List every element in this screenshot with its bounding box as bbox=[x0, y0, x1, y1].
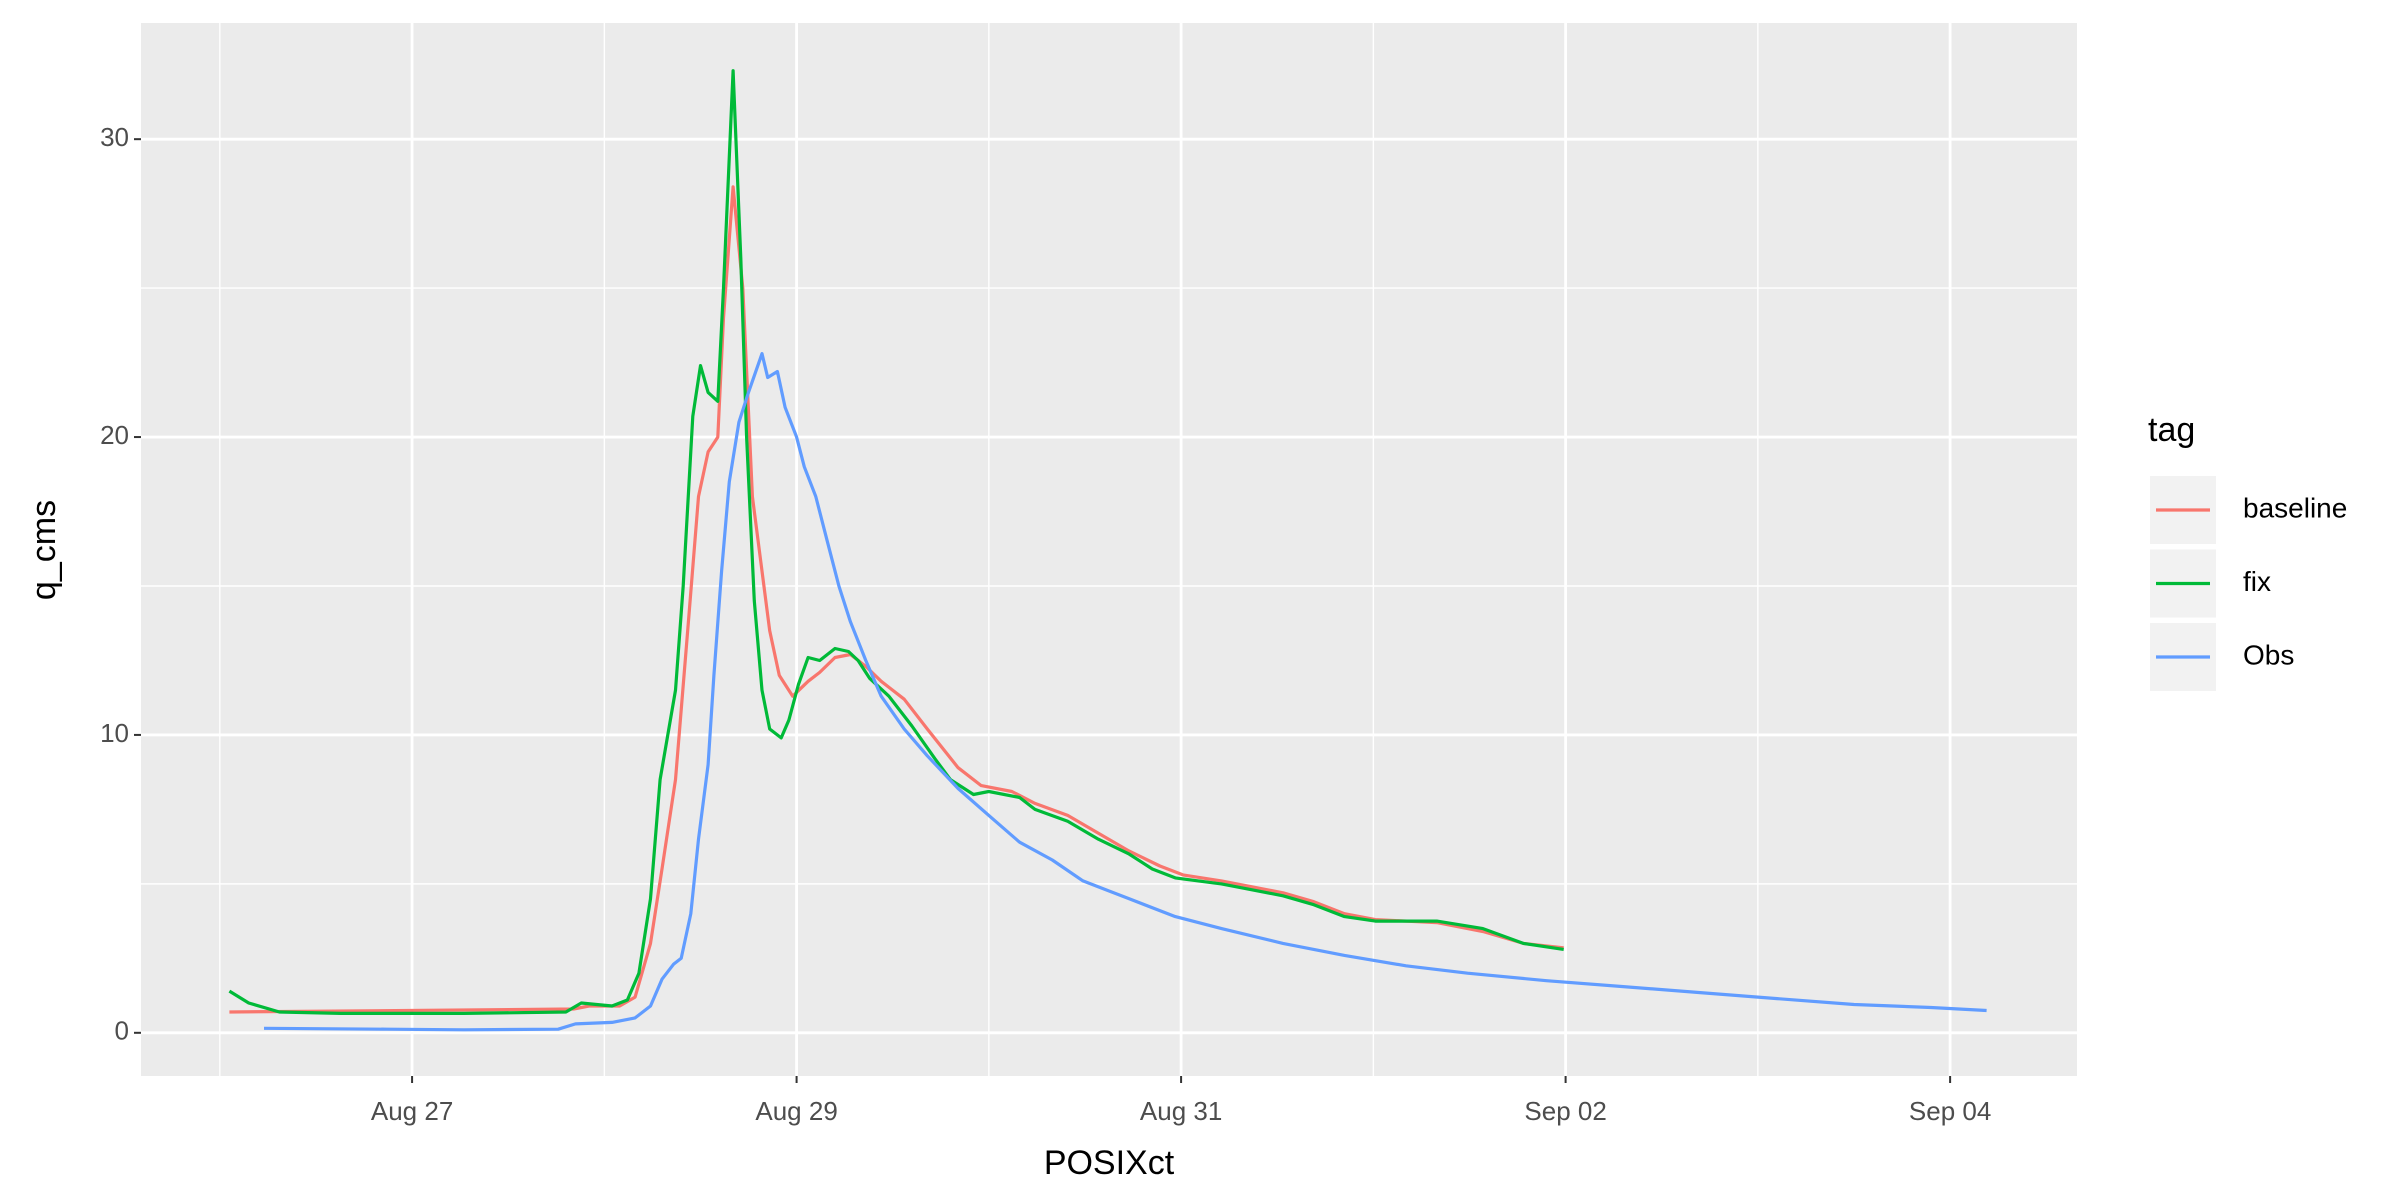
x-axis-title: POSIXct bbox=[1044, 1144, 1175, 1182]
legend-label: fix bbox=[2243, 566, 2271, 597]
y-tick-label: 10 bbox=[100, 718, 129, 748]
panel bbox=[141, 23, 2077, 1076]
x-tick-label: Aug 29 bbox=[755, 1096, 837, 1126]
legend-title: tag bbox=[2148, 411, 2195, 449]
x-tick-label: Aug 31 bbox=[1140, 1096, 1222, 1126]
legend-label: baseline bbox=[2243, 492, 2347, 523]
series-line bbox=[263, 352, 1987, 1032]
series-line bbox=[229, 185, 1564, 1014]
series-line bbox=[228, 69, 1564, 1015]
x-tick-label: Aug 27 bbox=[371, 1096, 453, 1126]
y-axis-title: q_cms bbox=[25, 500, 63, 600]
legend-label: Obs bbox=[2243, 639, 2294, 670]
y-tick-label: 0 bbox=[115, 1016, 129, 1046]
x-tick-label: Sep 04 bbox=[1909, 1096, 1991, 1126]
y-tick-label: 30 bbox=[100, 122, 129, 152]
x-tick-label: Sep 02 bbox=[1524, 1096, 1606, 1126]
y-tick-label: 20 bbox=[100, 420, 129, 450]
